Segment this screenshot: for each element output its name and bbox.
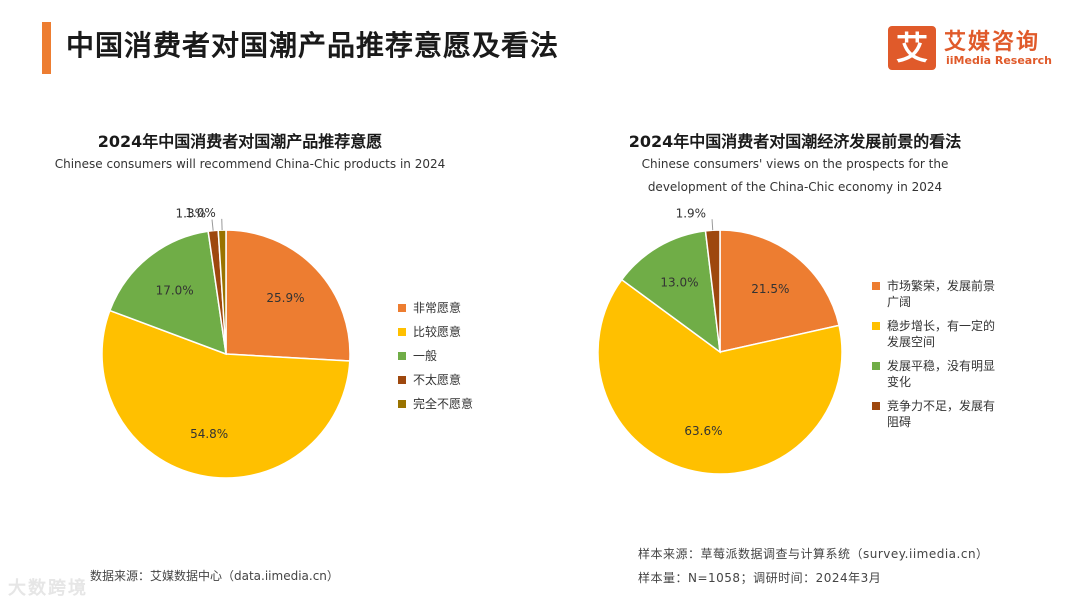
chart1-legend-label-2: 一般 [413, 349, 438, 363]
chart2-legend-swatch-3 [872, 402, 880, 410]
chart2-legend-swatch-1 [872, 322, 880, 330]
chart2-legend-label-1: 稳步增长，有一定的 发展空间 [887, 319, 996, 349]
chart2-slice-label-1: 63.6% [684, 424, 722, 438]
chart1-legend-label-1: 比较愿意 [413, 325, 462, 339]
chart2-legend-label-3: 竞争力不足，发展有 阻碍 [887, 399, 996, 429]
chart1-legend-swatch-1 [398, 328, 406, 336]
chart1-slice-label-0: 25.9% [266, 291, 304, 305]
chart1-legend-label-3: 不太愿意 [413, 373, 462, 387]
chart2-legend-label-0: 市场繁荣，发展前景 广阔 [887, 279, 996, 309]
chart1-title: 2024年中国消费者对国潮产品推荐意愿 [97, 132, 383, 151]
chart1-legend-swatch-3 [398, 376, 406, 384]
chart2-slice-label-0: 21.5% [751, 282, 789, 296]
chart1-subtitle: Chinese consumers will recommend China-C… [54, 157, 446, 171]
chart2-legend-item-2: 发展平稳，没有明显 变化 [872, 358, 995, 390]
brand-logo: 艾 艾媒咨询 iiMedia Research [888, 24, 1058, 72]
chart1-legend-label-0: 非常愿意 [413, 301, 462, 315]
chart2-slice-1 [597, 278, 843, 475]
chart1-legend-item-1: 比较愿意 [398, 324, 473, 340]
chart1-slice-label-2: 17.0% [156, 283, 194, 297]
title-accent-bar [42, 22, 51, 74]
chart1-slice-0 [225, 229, 351, 362]
page-title: 中国消费者对国潮产品推荐意愿及看法 [66, 29, 560, 62]
data-source: 数据来源：艾媒数据中心（data.iimedia.cn） [90, 569, 339, 583]
chart1-slice-label-3: 1.3% [176, 207, 207, 221]
chart2-legend-swatch-2 [872, 362, 880, 370]
chart2-leader-line-3 [711, 219, 714, 231]
chart2-subtitle-line2: development of the China-Chic economy in… [647, 180, 943, 194]
chart1-legend-item-0: 非常愿意 [398, 300, 473, 316]
chart1-pie: 25.9% 54.8% 17.0% 1.3%1.0% [101, 206, 351, 479]
chart2-pie: 21.5% 63.6% 13.0% 1.9% [597, 206, 843, 475]
chart2-slice-label-2: 13.0% [660, 275, 698, 289]
chart1-leader-line-3 [211, 219, 214, 231]
chart1-legend-label-4: 完全不愿意 [413, 397, 474, 411]
chart1-slice-2 [108, 230, 227, 356]
sample-info: 样本来源：草莓派数据调查与计算系统（survey.iimedia.cn） 样本量… [638, 542, 989, 590]
chart1-legend-swatch-2 [398, 352, 406, 360]
chart1-legend-swatch-0 [398, 304, 406, 312]
chart2-legend-swatch-0 [872, 282, 880, 290]
chart2-legend-item-1: 稳步增长，有一定的 发展空间 [872, 318, 995, 350]
logo-name-cn: 艾媒咨询 [944, 30, 1041, 55]
chart2-subtitle-line1: Chinese consumers' views on the prospect… [641, 157, 949, 171]
chart2-slice-label-3: 1.9% [676, 206, 707, 220]
chart1-legend-swatch-4 [398, 400, 406, 408]
watermark: 大数跨境 [8, 578, 88, 599]
sample-size: 样本量：N=1058；调研时间：2024年3月 [638, 571, 882, 585]
chart2-slice-2 [620, 230, 721, 354]
chart1-slice-label-4: 1.0% [185, 206, 216, 220]
chart1-slice-label-1: 54.8% [190, 427, 228, 441]
logo-name-en: iiMedia Research [946, 54, 1052, 67]
chart2-legend-item-3: 竞争力不足，发展有 阻碍 [872, 398, 995, 430]
logo-mark-icon: 艾 [888, 26, 936, 70]
chart2-legend-label-2: 发展平稳，没有明显 变化 [887, 359, 996, 389]
chart1-slice-1 [101, 309, 351, 479]
chart2-title: 2024年中国消费者对国潮经济发展前景的看法 [628, 132, 962, 151]
chart2-subtitle: Chinese consumers' views on the prospect… [590, 153, 1000, 199]
chart1-legend-item-2: 一般 [398, 348, 473, 364]
chart2-legend-item-0: 市场繁荣，发展前景 广阔 [872, 278, 995, 310]
chart2-legend: 市场繁荣，发展前景 广阔 稳步增长，有一定的 发展空间 发展平稳，没有明显 变化 竞争… [872, 278, 995, 438]
chart1-legend-item-3: 不太愿意 [398, 372, 473, 388]
chart2-slice-0 [719, 229, 840, 353]
chart1-legend: 非常愿意比较愿意一般不太愿意完全不愿意 [398, 300, 473, 420]
chart1-slice-4 [217, 229, 227, 355]
sample-source: 样本来源：草莓派数据调查与计算系统（survey.iimedia.cn） [638, 547, 989, 561]
chart1-legend-item-4: 完全不愿意 [398, 396, 473, 412]
